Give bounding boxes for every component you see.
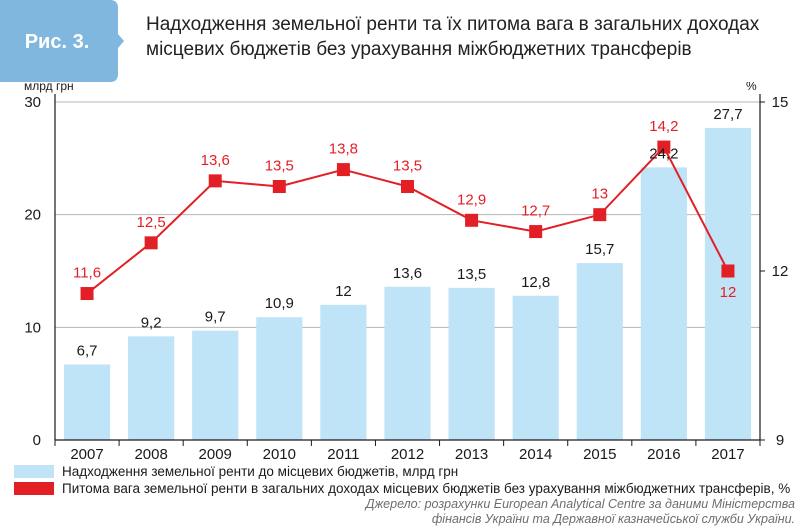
bar-value-label: 6,7 [77,343,98,360]
bar-series [63,127,752,440]
left-axis-tick-label: 20 [24,207,41,224]
figure-badge-shape [0,0,124,82]
line-value-label: 13,5 [393,158,422,175]
bar-value-label: 12,8 [521,274,550,291]
line-point-marker [272,180,286,193]
legend-swatch-line [14,482,54,495]
line-point-marker [208,174,222,188]
legend: Надходження земельної ренти до місцевих … [14,463,799,497]
line-point-marker [529,225,543,239]
left-axis-unit: млрд грн [24,82,74,93]
bar [63,364,111,440]
line-value-label: 13 [591,186,608,203]
right-axis-tick-label: 12 [772,263,789,280]
chart-title-line: місцевих бюджетів без урахування міжбюдж… [146,39,692,60]
line-value-label: 12,9 [457,191,486,208]
bar-value-label: 27,7 [713,106,742,123]
data-labels: 6,7 9,2 9,7 10,9 12 13,6 13,5 12,8 15,7 24,2 27,7 1… [73,106,743,360]
line-point-marker [593,208,607,222]
bar-value-label: 12 [335,283,352,300]
combo-chart: 0 10 20 30 9 12 15 2007 2008 2009 2010 2011 2012 2013… [24,82,788,460]
bar [128,336,175,440]
bar-value-label: 15,7 [585,241,614,258]
line-point-marker [144,236,158,250]
left-axis-tick-label: 30 [24,94,41,111]
line-series [80,140,735,301]
bar [256,317,303,440]
line-value-label: 12,7 [521,203,550,220]
line-point-marker [657,140,671,154]
x-axis-tick-label: 2009 [199,446,232,460]
bar-value-label: 13,5 [457,266,486,283]
chart-title: Надходження земельної ренти та їх питома… [146,12,796,62]
line-value-label: 12 [720,284,737,301]
x-axis-tick-label: 2016 [647,446,680,460]
bar-value-label: 24,2 [649,145,678,162]
x-axis-tick-label: 2007 [70,446,103,460]
line-point-marker [336,163,350,177]
bar [576,263,623,440]
legend-label-line: Питома вага земельної ренти в загальних … [62,481,791,496]
legend-item-bars: Надходження земельної ренти до місцевих … [14,463,799,480]
bar [704,127,752,440]
line-value-label: 14,2 [649,118,678,135]
line-point-marker [80,287,94,301]
line-point-marker [721,264,735,278]
bar-value-label: 9,2 [141,314,162,331]
right-axis-tick-label: 15 [772,94,789,111]
x-axis-tick-label: 2013 [455,446,488,460]
source-note: Джерело: розрахунки European Analytical … [365,497,795,526]
bar-value-label: 13,6 [393,265,422,282]
bar [640,167,687,440]
line-point-marker [401,180,414,193]
figure-label: Рис. 3. [25,31,90,53]
legend-item-line: Питома вага земельної ренти в загальних … [14,480,799,497]
chart-axes: 0 10 20 30 9 12 15 2007 2008 2009 2010 2011 2012 2013… [24,94,788,460]
bar [448,287,495,440]
left-axis-tick-label: 0 [33,432,41,449]
x-axis-tick-label: 2010 [263,446,296,460]
right-axis-tick-label: 9 [776,432,784,449]
x-axis-tick-label: 2012 [391,446,424,460]
x-axis-tick-label: 2014 [519,446,552,460]
figure-badge: Рис. 3. [0,0,124,82]
legend-swatch-bars [14,465,54,478]
left-axis-tick-label: 10 [24,319,41,336]
line-value-label: 11,6 [73,265,101,282]
x-axis-tick-label: 2017 [711,446,744,460]
bar [512,295,559,440]
legend-label-bars: Надходження земельної ренти до місцевих … [62,464,459,479]
bar-value-label: 9,7 [205,309,226,326]
right-axis-unit: % [746,82,757,93]
line-point-marker [465,213,479,227]
bar [384,286,431,440]
line-value-label: 13,8 [329,141,358,158]
line-value-label: 13,5 [265,158,294,175]
x-axis-tick-label: 2008 [134,446,167,460]
bar-value-label: 10,9 [265,295,294,312]
chart-title-line: Надходження земельної ренти та їх питома… [146,14,760,35]
line-value-label: 12,5 [137,214,166,231]
bar [192,330,239,440]
line-value-label: 13,6 [201,152,230,169]
x-axis-tick-label: 2015 [583,446,616,460]
bar [320,304,367,440]
x-axis-tick-label: 2011 [327,446,359,460]
